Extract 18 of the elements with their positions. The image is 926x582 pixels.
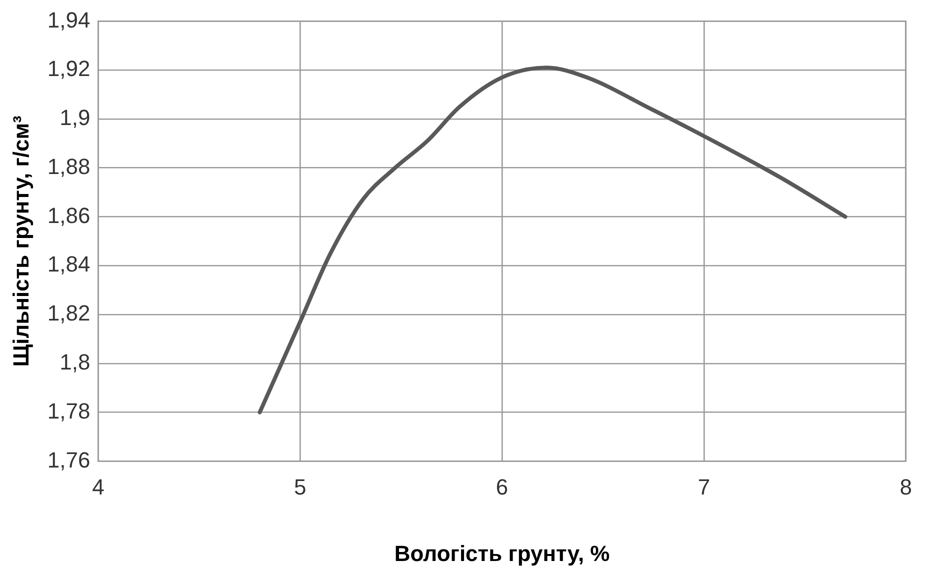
y-axis-title: Щільність грунту, г/см³ bbox=[8, 116, 34, 367]
y-tick-label: 1,84 bbox=[47, 252, 90, 277]
x-tick-label: 7 bbox=[698, 474, 710, 500]
x-tick-label: 5 bbox=[294, 474, 306, 500]
x-axis-title: Вологість грунту, % bbox=[394, 540, 610, 566]
y-tick-label: 1,8 bbox=[60, 349, 90, 374]
y-tick-label: 1,92 bbox=[47, 56, 90, 82]
y-tick-label: 1,88 bbox=[47, 154, 90, 179]
x-tick-label: 8 bbox=[900, 474, 912, 500]
y-tick-label: 1,86 bbox=[47, 202, 90, 228]
y-tick-label: 1,78 bbox=[47, 398, 90, 424]
y-tick-label: 1,82 bbox=[47, 300, 90, 326]
y-tick-label: 1,94 bbox=[47, 7, 90, 32]
y-tick-label: 1,9 bbox=[60, 105, 90, 130]
line-series bbox=[258, 66, 848, 414]
x-tick-label: 4 bbox=[92, 474, 104, 500]
x-tick-label: 6 bbox=[496, 474, 508, 500]
y-tick-label: 1,76 bbox=[47, 447, 90, 472]
